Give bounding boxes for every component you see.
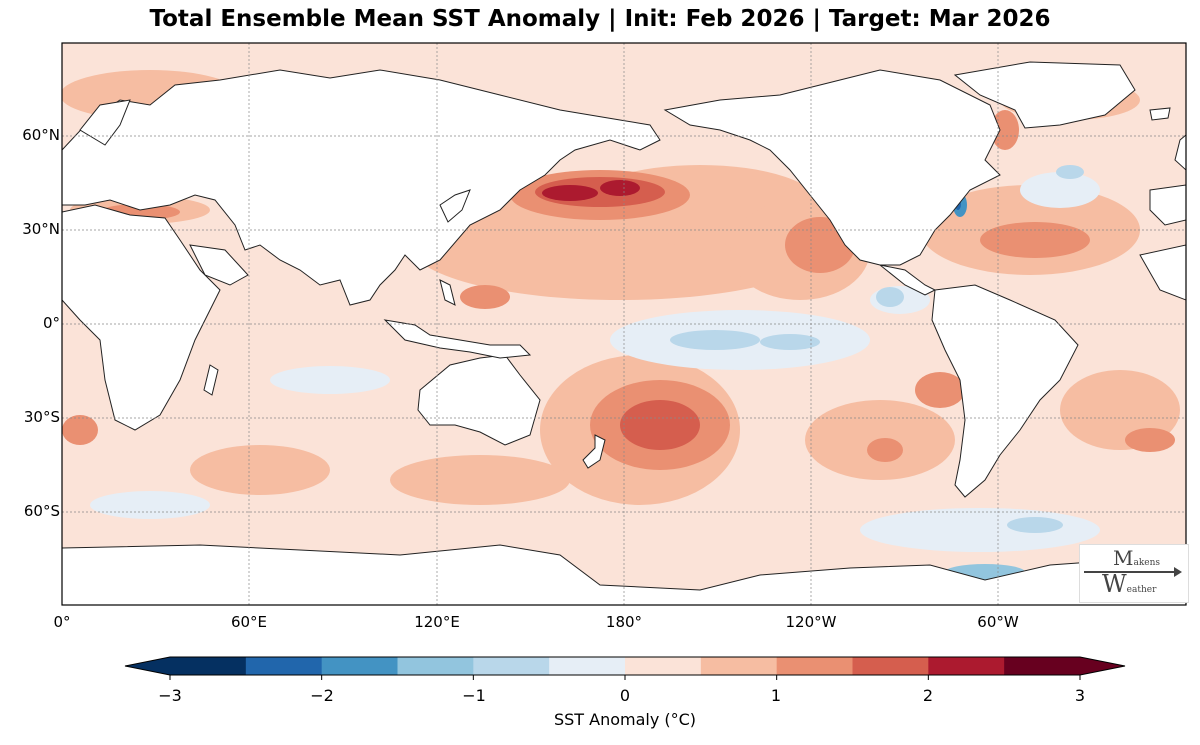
logo-line2: Weather bbox=[1102, 570, 1157, 598]
colorbar-tick-1: 1 bbox=[770, 686, 782, 705]
colorbar-bin bbox=[549, 657, 626, 675]
anomaly-band-2-2.5 bbox=[542, 180, 640, 201]
colorbar-tick-0: 0 bbox=[619, 686, 631, 705]
colorbar-extend-min bbox=[125, 657, 170, 675]
south-america-landmass bbox=[931, 284, 1079, 498]
graticule bbox=[62, 43, 1186, 605]
colorbar-bin bbox=[852, 657, 929, 675]
lat-tick-60n: 60°N bbox=[22, 126, 60, 144]
west-africa-landmass bbox=[1139, 244, 1186, 301]
lon-tick-60w: 60°W bbox=[977, 613, 1019, 631]
lon-tick-120e: 120°E bbox=[414, 613, 460, 631]
philippines-landmass bbox=[439, 279, 456, 306]
lat-tick-60s: 60°S bbox=[23, 502, 60, 520]
lon-tick-180: 180° bbox=[605, 613, 643, 631]
lat-tick-equator: 0° bbox=[42, 314, 60, 332]
japan-landmass bbox=[439, 189, 471, 223]
colorbar-bin bbox=[170, 657, 247, 675]
land-masses bbox=[62, 61, 1186, 605]
lon-tick-120w: 120°W bbox=[785, 613, 837, 631]
australia-landmass bbox=[417, 354, 541, 446]
scandinavia-landmass bbox=[79, 99, 131, 146]
iberia-landmass bbox=[1149, 184, 1186, 226]
colorbar-tick-2: 2 bbox=[922, 686, 934, 705]
makens-weather-logo: Makens Weather bbox=[1079, 544, 1189, 603]
colorbar-bin bbox=[928, 657, 1005, 675]
uk-landmass bbox=[1174, 134, 1186, 171]
colorbar-bin bbox=[700, 657, 778, 675]
colorbar-tick-3: 3 bbox=[1074, 686, 1086, 705]
lon-tick-60e: 60°E bbox=[230, 613, 268, 631]
lon-tick-0: 0° bbox=[53, 613, 71, 631]
colorbar-bin bbox=[1004, 657, 1081, 675]
arabia-landmass bbox=[189, 244, 249, 286]
colorbar-bin bbox=[473, 657, 550, 675]
greenland-landmass bbox=[953, 61, 1136, 129]
madagascar-landmass bbox=[203, 364, 219, 396]
colorbar-tick-neg3: −3 bbox=[158, 686, 182, 705]
eurasia-landmass bbox=[62, 69, 661, 306]
map-frame bbox=[61, 42, 1187, 606]
maritime-continent-landmass bbox=[383, 319, 532, 359]
north-america-landmass bbox=[663, 69, 1001, 266]
antarctica-landmass bbox=[62, 544, 1186, 605]
lat-tick-30s: 30°S bbox=[23, 408, 60, 426]
anomaly-band-neg-1-0.5 bbox=[670, 165, 1084, 533]
logo-line1: Makens bbox=[1113, 546, 1161, 570]
colorbar-tick-neg1: −1 bbox=[462, 686, 486, 705]
new-zealand-landmass bbox=[582, 434, 606, 469]
lat-tick-30n: 30°N bbox=[22, 220, 60, 238]
colorbar-bin bbox=[321, 657, 398, 675]
colorbar-bin bbox=[625, 657, 702, 675]
iceland-landmass bbox=[1149, 107, 1171, 121]
logo-arrow bbox=[1084, 567, 1182, 577]
colorbar-tick-neg2: −2 bbox=[310, 686, 334, 705]
colorbar-bin bbox=[397, 657, 474, 675]
colorbar-extend-max bbox=[1080, 657, 1125, 675]
chart-title: Total Ensemble Mean SST Anomaly | Init: … bbox=[149, 6, 1051, 32]
africa-landmass bbox=[62, 204, 221, 431]
colorbar bbox=[124, 656, 1126, 680]
colorbar-bin bbox=[776, 657, 853, 675]
colorbar-label: SST Anomaly (°C) bbox=[553, 710, 697, 729]
colorbar-bin bbox=[245, 657, 323, 675]
